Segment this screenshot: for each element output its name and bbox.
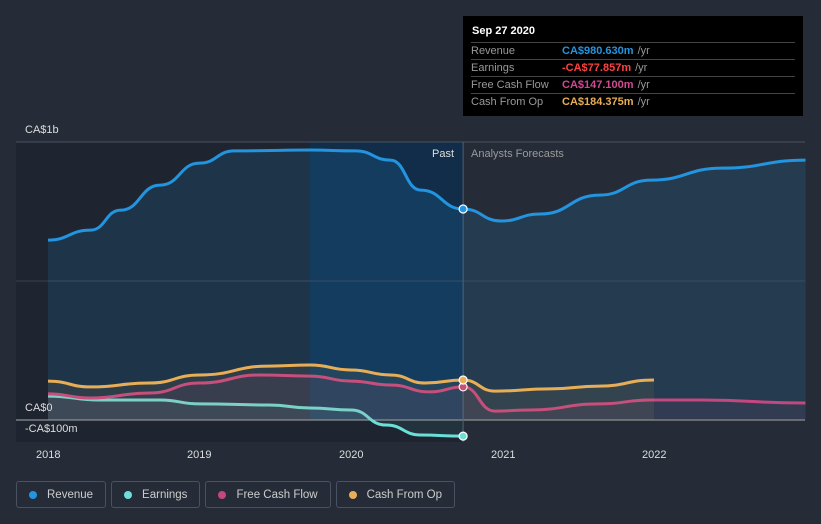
marker-cash-from-op (458, 375, 468, 385)
series-area-earnings (48, 396, 464, 437)
tooltip-label: Free Cash Flow (471, 79, 549, 91)
tooltip-value: CA$980.630m (562, 45, 634, 57)
tooltip-value: CA$147.100m (562, 79, 634, 91)
series-area-cash-from-op (48, 364, 654, 420)
tooltip-value: -CA$77.857m (562, 62, 632, 74)
tooltip-row-revenue: Revenue CA$980.630m/yr (471, 42, 795, 59)
x-label: 2020 (339, 449, 364, 461)
tooltip-unit: /yr (635, 62, 648, 74)
legend-fcf[interactable]: Free Cash Flow (205, 481, 331, 508)
legend-label: Free Cash Flow (236, 488, 318, 501)
y-label-neg100m: -CA$100m (25, 423, 78, 435)
legend-earnings[interactable]: Earnings (111, 481, 201, 508)
chart (16, 141, 806, 442)
legend-label: Revenue (47, 488, 94, 501)
legend-label: Earnings (142, 488, 188, 501)
tooltip: Sep 27 2020 Revenue CA$980.630m/yr Earnin… (463, 16, 803, 116)
tooltip-row-earnings: Earnings -CA$77.857m/yr (471, 59, 795, 76)
tooltip-row-fcf: Free Cash Flow CA$147.100m/yr (471, 76, 795, 93)
dot-icon (348, 490, 357, 499)
past-label: Past (432, 148, 455, 160)
tooltip-label: Revenue (471, 45, 516, 57)
series-line-cash-from-op (47, 363, 655, 393)
x-label: 2019 (187, 449, 212, 461)
marker-earnings (458, 431, 468, 441)
series-line-earnings (47, 394, 464, 438)
legend-revenue[interactable]: Revenue (16, 481, 107, 508)
tooltip-unit: /yr (637, 45, 650, 57)
series-line-revenue (47, 148, 806, 242)
tooltip-value: CA$184.375m (562, 96, 634, 108)
tooltip-unit: /yr (637, 79, 650, 91)
series-line-free-cash-flow (47, 373, 806, 413)
dot-icon (124, 490, 133, 499)
legend: Revenue Earnings Free Cash Flow Cash Fro… (16, 481, 456, 508)
y-label-1b: CA$1b (25, 124, 59, 136)
tooltip-unit: /yr (637, 96, 650, 108)
series-area-revenue (48, 150, 806, 420)
tooltip-label: Cash From Op (471, 96, 544, 108)
legend-label: Cash From Op (366, 488, 443, 501)
legend-cfo[interactable]: Cash From Op (335, 481, 456, 508)
series-area-free-cash-flow (48, 374, 806, 420)
forecast-label: Analysts Forecasts (471, 148, 564, 160)
dot-icon (218, 490, 227, 499)
tooltip-row-cfo: Cash From Op CA$184.375m/yr (471, 93, 795, 110)
x-label: 2022 (642, 449, 667, 461)
y-label-0: CA$0 (25, 402, 53, 414)
marker-revenue (458, 204, 468, 214)
tooltip-label: Earnings (471, 62, 515, 74)
x-label: 2018 (36, 449, 61, 461)
tooltip-date: Sep 27 2020 (472, 25, 535, 37)
dot-icon (29, 490, 37, 499)
x-label: 2021 (491, 449, 516, 461)
